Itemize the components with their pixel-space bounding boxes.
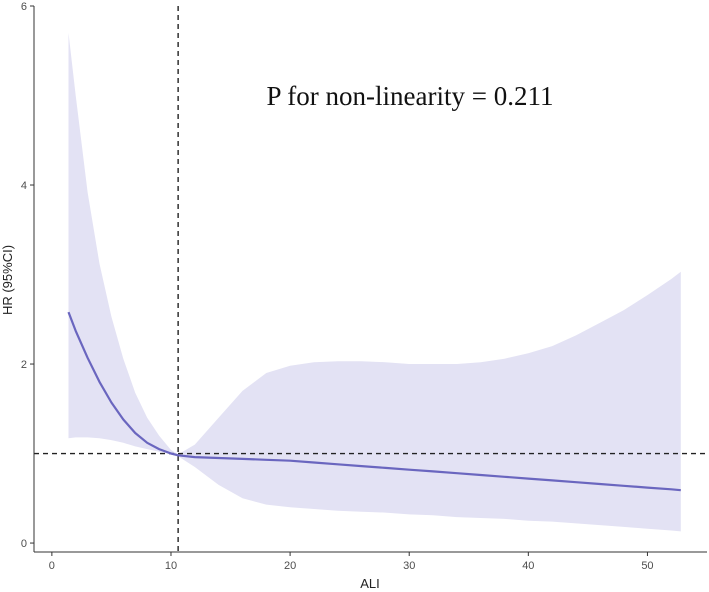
y-tick-label: 4 [21, 180, 27, 192]
confidence-band [68, 32, 681, 532]
confidence-band-layer [68, 32, 681, 532]
y-tick-label: 2 [21, 359, 27, 371]
hr-line-layer [67, 311, 681, 492]
x-tick-label: 10 [165, 560, 177, 572]
y-tick-label: 6 [21, 1, 27, 13]
p-value-annotation: P for non-linearity = 0.211 [267, 81, 554, 111]
x-tick-label: 40 [522, 560, 534, 572]
x-tick-label: 20 [284, 560, 296, 572]
axes [33, 6, 707, 553]
y-axis-title: HR (95%CI) [0, 245, 15, 315]
hr-line [67, 311, 681, 492]
reference-lines [34, 6, 707, 552]
y-tick-label: 0 [21, 538, 27, 550]
x-axis-ticks: 0 10 20 30 40 50 [49, 552, 654, 572]
x-tick-label: 30 [403, 560, 415, 572]
x-axis-title: ALI [360, 576, 380, 591]
y-axis-ticks: 0 2 4 6 [21, 1, 34, 550]
x-tick-label: 50 [641, 560, 653, 572]
x-tick-label: 0 [49, 560, 55, 572]
